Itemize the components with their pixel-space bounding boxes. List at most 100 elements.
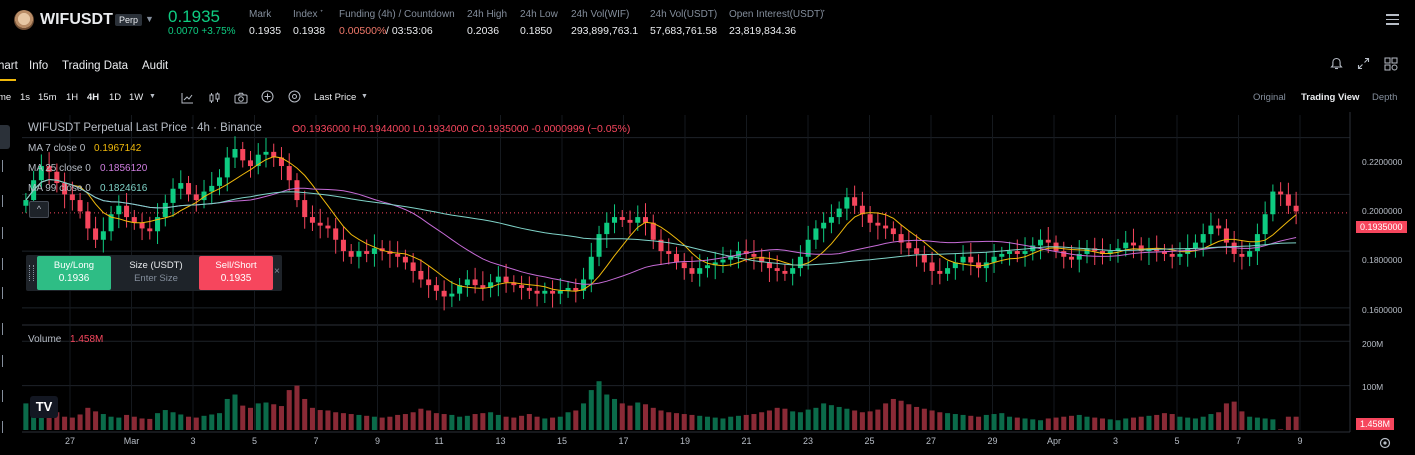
ma99-label: MA 99 close 0 bbox=[28, 183, 91, 194]
interval-4h[interactable]: 4H bbox=[87, 92, 100, 103]
add-indicator-icon[interactable] bbox=[261, 90, 274, 108]
measure-tool-icon[interactable] bbox=[2, 323, 3, 335]
date-tick-0: 27 bbox=[64, 436, 76, 446]
symbol-dropdown-icon[interactable]: ▼ bbox=[145, 14, 154, 24]
candle-body bbox=[828, 217, 834, 223]
symbol-avatar[interactable] bbox=[14, 10, 34, 30]
trash-tool-icon[interactable] bbox=[2, 421, 3, 433]
ma25-label: MA 25 close 0 bbox=[28, 163, 91, 174]
last-price: 0.1935 bbox=[168, 7, 220, 26]
indicators-icon[interactable] bbox=[181, 91, 194, 109]
candle-body bbox=[681, 262, 687, 269]
volume-bar bbox=[519, 415, 525, 430]
volume-bar bbox=[821, 403, 827, 430]
volume-bar bbox=[859, 412, 865, 430]
volume-bar bbox=[836, 406, 842, 430]
tab-audit[interactable]: Audit bbox=[142, 60, 169, 72]
camera-icon[interactable] bbox=[234, 91, 248, 109]
candle-style-icon[interactable] bbox=[208, 91, 221, 109]
interval-15m[interactable]: 15m bbox=[38, 92, 57, 103]
volume-bar bbox=[457, 416, 463, 430]
open-interest-info-icon[interactable]: ᐩ bbox=[822, 8, 826, 17]
text-tool-icon[interactable] bbox=[2, 287, 3, 299]
chart-settings-icon[interactable] bbox=[288, 90, 301, 108]
volume-bar bbox=[209, 414, 215, 430]
tab-chart[interactable]: hart bbox=[0, 60, 18, 72]
interval-1h[interactable]: 1H bbox=[66, 92, 79, 103]
volume-bar bbox=[108, 416, 114, 430]
bell-icon[interactable] bbox=[1330, 57, 1343, 76]
volume-bar bbox=[426, 410, 432, 430]
crosshair-tool-icon[interactable] bbox=[0, 125, 10, 149]
price-type-dropdown-icon[interactable]: ▼ bbox=[361, 93, 368, 100]
volume-bar bbox=[1068, 415, 1075, 430]
volume-bar bbox=[619, 403, 625, 430]
drag-handle-icon[interactable] bbox=[29, 265, 34, 281]
candle-body bbox=[100, 231, 106, 240]
collapse-legend-button[interactable]: ^ bbox=[29, 201, 49, 218]
candle-body bbox=[418, 270, 424, 280]
date-tick-7: 13 bbox=[495, 436, 506, 446]
candle-body bbox=[263, 151, 269, 155]
price-type-select[interactable]: Last Price bbox=[314, 92, 357, 103]
menu-icon[interactable] bbox=[1386, 14, 1399, 25]
lock-tool-icon[interactable] bbox=[2, 390, 3, 402]
volume-bar bbox=[472, 414, 478, 430]
interval-1s[interactable]: 1s bbox=[20, 92, 31, 103]
date-tick-5: 9 bbox=[374, 436, 381, 446]
volume-bar bbox=[588, 390, 594, 430]
buy-long-price: 0.1936 bbox=[58, 273, 90, 284]
volume-bar bbox=[116, 417, 122, 430]
date-tick-8: 15 bbox=[556, 436, 568, 446]
date-tick-15: 29 bbox=[987, 436, 998, 446]
interval-time[interactable]: me bbox=[0, 92, 12, 103]
tradingview-logo[interactable]: TV bbox=[30, 396, 58, 418]
sell-short-price: 0.1935 bbox=[220, 273, 252, 284]
buy-long-button[interactable]: Buy/Long 0.1936 bbox=[37, 256, 111, 290]
view-trading-view[interactable]: Trading View bbox=[1301, 92, 1360, 103]
candle-body bbox=[1014, 251, 1020, 254]
index-info-icon[interactable]: ᐩ bbox=[320, 8, 324, 17]
symbol-name[interactable]: WIFUSDT bbox=[40, 11, 113, 28]
fib-tool-icon[interactable] bbox=[2, 195, 3, 207]
volume-bar bbox=[1154, 414, 1160, 430]
layout-grid-icon[interactable] bbox=[1384, 57, 1398, 76]
quick-trade-panel: Buy/Long 0.1936 Size (USDT) Enter Size S… bbox=[26, 255, 282, 291]
view-depth[interactable]: Depth bbox=[1372, 92, 1398, 103]
volume-bar bbox=[286, 390, 292, 430]
axis-settings-icon[interactable] bbox=[1379, 436, 1391, 454]
magnet-tool-icon[interactable] bbox=[2, 355, 3, 367]
ma99-line bbox=[25, 178, 1297, 266]
pattern-tool-icon[interactable] bbox=[2, 227, 3, 239]
candle-body bbox=[619, 217, 625, 220]
sell-short-button[interactable]: Sell/Short 0.1935 bbox=[199, 256, 273, 290]
volume-bar bbox=[704, 416, 710, 430]
candle-body bbox=[1177, 253, 1183, 257]
candle-body bbox=[960, 256, 966, 263]
volume-bar bbox=[673, 413, 680, 430]
tab-trading-data[interactable]: Trading Data bbox=[62, 60, 129, 72]
candle-body bbox=[1154, 248, 1160, 252]
candle-body bbox=[488, 282, 494, 288]
candle-body bbox=[844, 197, 850, 209]
price-tick-2: 0.1800000 bbox=[1362, 255, 1403, 265]
view-original[interactable]: Original bbox=[1253, 92, 1286, 103]
expand-icon[interactable] bbox=[1357, 57, 1370, 75]
interval-1d[interactable]: 1D bbox=[109, 92, 122, 103]
stat-value-mark: 0.1935 bbox=[249, 25, 282, 37]
stat-value-index: 0.1938 bbox=[293, 25, 326, 37]
volume-bar bbox=[1014, 417, 1020, 430]
trendline-tool-icon[interactable] bbox=[2, 160, 3, 172]
candle-body bbox=[23, 200, 29, 206]
interval-dropdown-icon[interactable]: ▼ bbox=[149, 93, 156, 100]
tab-info[interactable]: Info bbox=[29, 60, 49, 72]
candle-body bbox=[689, 268, 695, 274]
size-input[interactable]: Size (USDT) Enter Size bbox=[114, 256, 198, 290]
volume-bar bbox=[890, 398, 896, 430]
close-trade-panel-icon[interactable]: × bbox=[274, 266, 280, 277]
candle-body bbox=[1107, 251, 1113, 254]
brush-tool-icon[interactable] bbox=[2, 258, 3, 270]
volume-bar bbox=[395, 414, 401, 430]
interval-1w[interactable]: 1W bbox=[129, 92, 144, 103]
